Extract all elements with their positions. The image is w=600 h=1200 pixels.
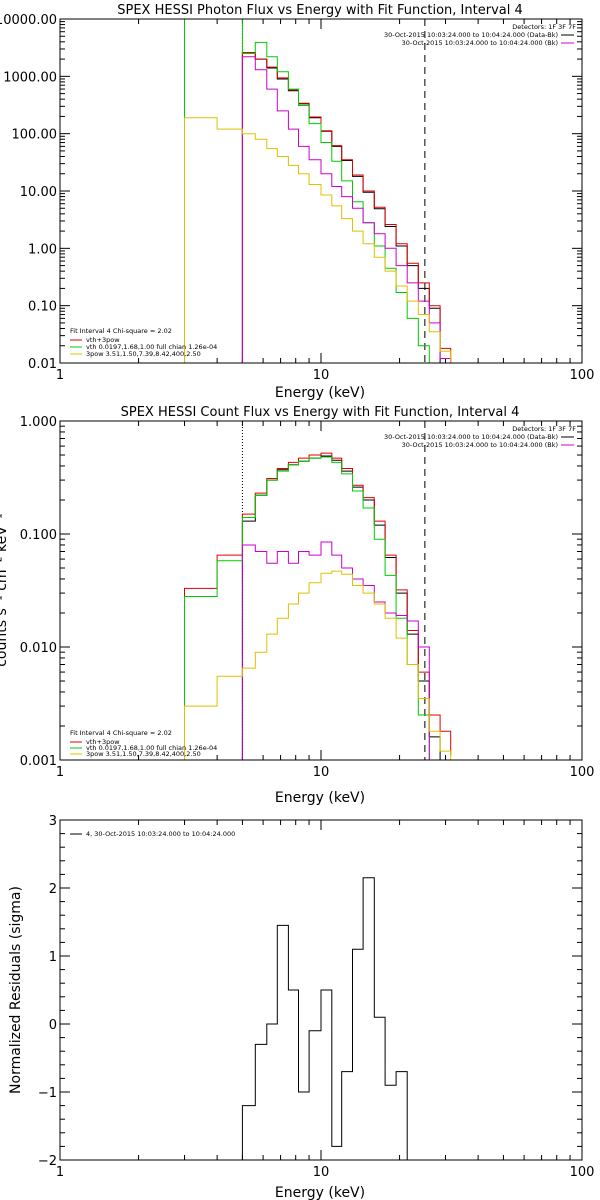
chart-title: SPEX HESSI Count Flux vs Energy with Fit… bbox=[121, 405, 520, 420]
x-tick-label: 100 bbox=[570, 368, 595, 383]
y-tick-label: 0.01 bbox=[28, 357, 57, 372]
x-tick-label: 1 bbox=[56, 765, 64, 780]
y-axis-label: Normalized Residuals (sigma) bbox=[8, 886, 24, 1094]
series-yellow-line bbox=[184, 117, 452, 363]
time-label-data-bk: 30-Oct-2015 10:03:24.000 to 10:04:24.000… bbox=[384, 433, 558, 441]
y-tick-label: −1 bbox=[38, 1086, 57, 1101]
fit-label: Fit Interval 4 Chi-square = 2.02 bbox=[70, 327, 172, 335]
series-vth3pow-line bbox=[241, 52, 452, 363]
series-vth3pow-line bbox=[184, 452, 452, 760]
legend-label-vth3pow: vth+3pow bbox=[86, 336, 120, 344]
y-tick-label: 0.001 bbox=[20, 754, 57, 769]
y-tick-label: 100.00 bbox=[12, 128, 58, 143]
legend-label-3pow: 3pow 3.51,1.50,7.39,8.42,400,2.50 bbox=[86, 750, 201, 758]
y-tick-label: 1.000 bbox=[20, 415, 57, 430]
x-tick-label: 1 bbox=[56, 368, 64, 383]
x-tick-label: 100 bbox=[570, 1165, 595, 1180]
x-tick-label: 10 bbox=[313, 368, 330, 383]
y-tick-label: 1 bbox=[49, 950, 57, 965]
y-tick-label: 3 bbox=[49, 814, 57, 829]
series-yellow-line bbox=[184, 570, 452, 760]
y-tick-label: 0.010 bbox=[20, 641, 57, 656]
fit-label: Fit Interval 4 Chi-square = 2.02 bbox=[70, 729, 172, 737]
series-black-line bbox=[241, 455, 441, 760]
x-tick-label: 10 bbox=[313, 765, 330, 780]
y-tick-label: −2 bbox=[38, 1154, 57, 1169]
time-label-bk: 30-Oct-2015 10:03:24.000 to 10:04:24.000… bbox=[402, 39, 558, 47]
photon-flux-panel: SPEX HESSI Photon Flux vs Energy with Fi… bbox=[0, 3, 594, 401]
legend-label-vth: vth 0.0197,1.68,1.00 full chian 1.26e-04 bbox=[86, 343, 217, 351]
x-tick-label: 10 bbox=[313, 1165, 330, 1180]
legend-label-vth3pow: vth+3pow bbox=[86, 738, 120, 746]
y-tick-label: 0 bbox=[49, 1018, 57, 1033]
y-tick-label: 2 bbox=[49, 882, 57, 897]
x-axis-label: Energy (keV) bbox=[275, 790, 365, 806]
series-bpow-line bbox=[241, 541, 430, 760]
legend-label-3pow: 3pow 3.51,1.50,7.39,8.42,400,2.50 bbox=[86, 350, 201, 358]
x-tick-label: 1 bbox=[56, 1165, 64, 1180]
y-tick-label: 1.00 bbox=[28, 242, 57, 257]
residuals-panel: 1 10 100 −2 −1 0 1 2 3 4, 30-Oct-2015 10:03:24.0… bbox=[8, 814, 594, 1200]
time-label-data-bk: 30-Oct-2015 10:03:24.000 to 10:04:24.000… bbox=[384, 31, 558, 39]
chart-title: SPEX HESSI Photon Flux vs Energy with Fi… bbox=[117, 3, 523, 18]
y-tick-label: 10.00 bbox=[20, 185, 57, 200]
y-tick-label: 10000.00 bbox=[0, 13, 57, 28]
y-tick-label: 1000.00 bbox=[3, 70, 57, 85]
time-label-bk: 30-Oct-2015 10:03:24.000 to 10:04:24.000… bbox=[402, 441, 558, 449]
plot-frame bbox=[59, 420, 583, 761]
series-vth-line bbox=[184, 456, 441, 761]
plot-frame bbox=[59, 819, 583, 1161]
y-tick-label: 0.10 bbox=[28, 300, 57, 315]
legend-label-vth: vth 0.0197,1.68,1.00 full chian 1.26e-04 bbox=[86, 744, 217, 752]
series-bpow-line bbox=[241, 56, 452, 363]
x-axis-label: Energy (keV) bbox=[275, 385, 365, 401]
legend-label-residuals: 4, 30-Oct-2015 10:03:24.000 to 10:04:24.… bbox=[86, 830, 235, 838]
detectors-label: Detectors: 1F 3F 7F bbox=[512, 23, 576, 31]
series-4-line bbox=[241, 877, 408, 1160]
plot-frame bbox=[59, 18, 583, 364]
x-tick-label: 100 bbox=[570, 765, 595, 780]
series-vth-line bbox=[184, 18, 441, 364]
y-axis-label: counts s⁻¹ cm⁻² keV⁻¹ bbox=[0, 513, 10, 667]
count-flux-panel: SPEX HESSI Count Flux vs Energy with Fit… bbox=[0, 405, 594, 806]
x-axis-label: Energy (keV) bbox=[275, 1185, 365, 1200]
detectors-label: Detectors: 1F 3F 7F bbox=[512, 425, 576, 433]
y-tick-label: 0.100 bbox=[20, 528, 57, 543]
